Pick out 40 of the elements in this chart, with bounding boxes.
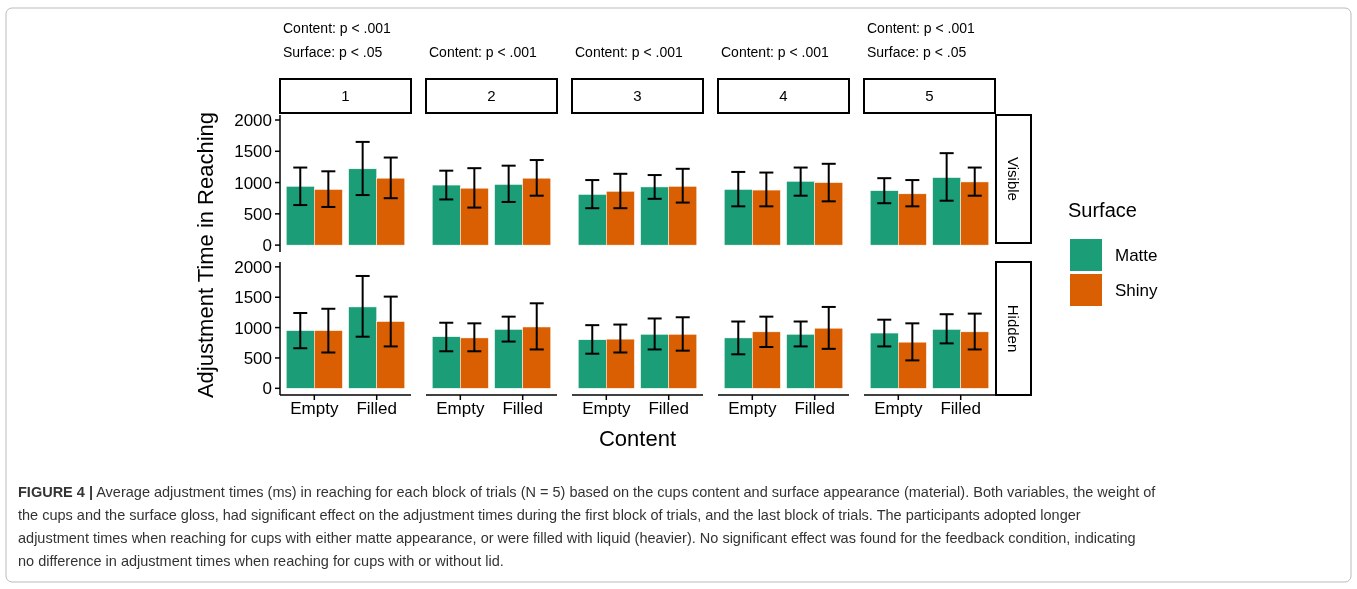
text: 1 — [341, 87, 350, 105]
y2-axis-title: Visible — [1004, 157, 1022, 201]
x-tick-label: Filled — [356, 399, 397, 418]
text: 2 — [487, 87, 496, 105]
y-tick-label: 500 — [243, 348, 272, 368]
y-axis-title: Adjustment Time in Reaching — [192, 111, 218, 399]
text: 3 — [633, 87, 642, 105]
legend-title: Surface — [1068, 199, 1137, 221]
text: Surface: p < .05 — [283, 44, 383, 60]
y-tick-label: 1000 — [234, 318, 272, 338]
x-tick-label: Empty — [582, 399, 631, 418]
x-tick-label: Empty — [874, 399, 923, 418]
y-tick-label: 2000 — [234, 257, 272, 277]
y-tick-label: 1500 — [234, 142, 272, 162]
x-tick-label: Empty — [728, 399, 777, 418]
text: Surface: p < .05 — [867, 44, 967, 60]
text: Content: p < .001 — [867, 20, 976, 36]
text: 4 — [779, 87, 788, 105]
x-tick-label: Filled — [940, 399, 981, 418]
legend-label: Shiny — [1115, 280, 1159, 300]
x-tick-label: Empty — [436, 399, 485, 418]
text: 5 — [925, 87, 934, 105]
x-tick-label: Filled — [794, 399, 835, 418]
y-tick-label: 0 — [262, 236, 272, 256]
x-tick-label: Filled — [502, 399, 543, 418]
text: Content: p < .001 — [721, 44, 830, 60]
caption: FIGURE 4 | Average adjustment times (ms) in reaching for each block of trials (N = 5) based on the cups content and surface appearance (material). Both variables, the weight of the cups and the surface gloss, had significant effect on the adjustment times during the first block of trials, and the last block of trials. The participants adopted longer adjustment times when reaching for cups with either matte appearance, or were filled with liquid (heavier). No significant effect was found for the feedback condition, indicating no difference in adjustment times when reaching for cups with or without lid. — [18, 484, 1157, 569]
y-tick-label: 1500 — [234, 288, 272, 308]
text: Content: p < .001 — [429, 44, 538, 60]
y-tick-label: 500 — [243, 204, 272, 224]
y-tick-label: 2000 — [234, 110, 272, 130]
x-tick-label: Empty — [290, 399, 339, 418]
text: Content: p < .001 — [283, 20, 392, 36]
text: Content: p < .001 — [575, 44, 684, 60]
x-tick-label: Filled — [648, 399, 689, 418]
y-tick-label: 0 — [262, 379, 272, 399]
y-tick-label: 1000 — [234, 173, 272, 193]
x-axis-title: Content — [598, 426, 677, 451]
y2-axis-title: Hidden — [1004, 304, 1022, 353]
legend-label: Matte — [1115, 245, 1158, 265]
